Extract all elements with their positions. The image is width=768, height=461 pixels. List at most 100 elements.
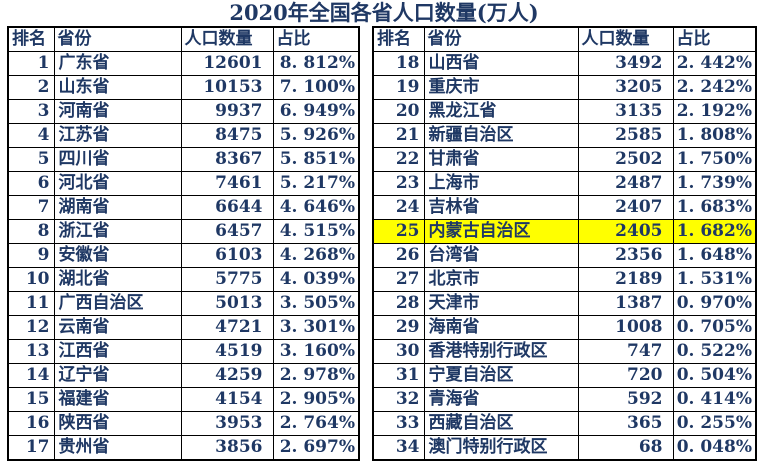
- rank-cell[interactable]: 7: [7, 195, 55, 220]
- rank-cell[interactable]: 29: [372, 315, 425, 340]
- percent-cell[interactable]: 4. 646%: [272, 195, 360, 220]
- percent-cell[interactable]: 1. 808%: [672, 123, 757, 148]
- population-cell[interactable]: 2356: [577, 243, 674, 268]
- province-cell[interactable]: 重庆市: [423, 75, 579, 100]
- percent-cell[interactable]: 1. 683%: [672, 195, 757, 220]
- percent-cell[interactable]: 1. 682%: [672, 219, 757, 244]
- province-cell[interactable]: 新疆自治区: [423, 123, 579, 148]
- population-cell[interactable]: 8367: [180, 147, 274, 172]
- province-cell[interactable]: 河南省: [53, 99, 182, 124]
- percent-cell[interactable]: 1. 531%: [672, 267, 757, 292]
- rank-cell[interactable]: 9: [7, 243, 55, 268]
- percent-cell[interactable]: 0. 255%: [672, 411, 757, 436]
- population-cell[interactable]: 6644: [180, 195, 274, 220]
- percent-cell[interactable]: 5. 217%: [272, 171, 360, 196]
- percent-cell[interactable]: 4. 039%: [272, 267, 360, 292]
- percent-cell[interactable]: 2. 697%: [272, 435, 360, 461]
- percent-cell[interactable]: 2. 442%: [672, 51, 757, 76]
- population-cell[interactable]: 5013: [180, 291, 274, 316]
- rank-cell[interactable]: 3: [7, 99, 55, 124]
- province-cell[interactable]: 河北省: [53, 171, 182, 196]
- rank-cell[interactable]: 22: [372, 147, 425, 172]
- population-cell[interactable]: 2585: [577, 123, 674, 148]
- population-cell[interactable]: 8475: [180, 123, 274, 148]
- population-cell[interactable]: 3953: [180, 411, 274, 436]
- rank-cell[interactable]: 13: [7, 339, 55, 364]
- column-header-population[interactable]: 人口数量: [577, 26, 674, 52]
- population-cell[interactable]: 2407: [577, 195, 674, 220]
- rank-cell[interactable]: 31: [372, 363, 425, 388]
- province-cell[interactable]: 内蒙古自治区: [423, 219, 579, 244]
- population-cell[interactable]: 3205: [577, 75, 674, 100]
- column-header-rank[interactable]: 排名: [372, 26, 425, 52]
- percent-cell[interactable]: 4. 268%: [272, 243, 360, 268]
- province-cell[interactable]: 北京市: [423, 267, 579, 292]
- column-header-rank[interactable]: 排名: [7, 26, 55, 52]
- percent-cell[interactable]: 0. 705%: [672, 315, 757, 340]
- province-cell[interactable]: 四川省: [53, 147, 182, 172]
- percent-cell[interactable]: 1. 739%: [672, 171, 757, 196]
- province-cell[interactable]: 贵州省: [53, 435, 182, 461]
- rank-cell[interactable]: 26: [372, 243, 425, 268]
- percent-cell[interactable]: 4. 515%: [272, 219, 360, 244]
- rank-cell[interactable]: 21: [372, 123, 425, 148]
- population-cell[interactable]: 2405: [577, 219, 674, 244]
- rank-cell[interactable]: 25: [372, 219, 425, 244]
- column-header-province[interactable]: 省份: [423, 26, 579, 52]
- population-cell[interactable]: 592: [577, 387, 674, 412]
- rank-cell[interactable]: 24: [372, 195, 425, 220]
- population-cell[interactable]: 68: [577, 435, 674, 461]
- province-cell[interactable]: 宁夏自治区: [423, 363, 579, 388]
- percent-cell[interactable]: 0. 970%: [672, 291, 757, 316]
- province-cell[interactable]: 台湾省: [423, 243, 579, 268]
- population-cell[interactable]: 1008: [577, 315, 674, 340]
- province-cell[interactable]: 黑龙江省: [423, 99, 579, 124]
- province-cell[interactable]: 广东省: [53, 51, 182, 76]
- population-cell[interactable]: 747: [577, 339, 674, 364]
- rank-cell[interactable]: 18: [372, 51, 425, 76]
- province-cell[interactable]: 陕西省: [53, 411, 182, 436]
- population-cell[interactable]: 4519: [180, 339, 274, 364]
- rank-cell[interactable]: 23: [372, 171, 425, 196]
- rank-cell[interactable]: 30: [372, 339, 425, 364]
- rank-cell[interactable]: 33: [372, 411, 425, 436]
- rank-cell[interactable]: 15: [7, 387, 55, 412]
- province-cell[interactable]: 云南省: [53, 315, 182, 340]
- province-cell[interactable]: 香港特别行政区: [423, 339, 579, 364]
- province-cell[interactable]: 上海市: [423, 171, 579, 196]
- province-cell[interactable]: 福建省: [53, 387, 182, 412]
- rank-cell[interactable]: 16: [7, 411, 55, 436]
- percent-cell[interactable]: 3. 301%: [272, 315, 360, 340]
- province-cell[interactable]: 山西省: [423, 51, 579, 76]
- rank-cell[interactable]: 17: [7, 435, 55, 461]
- population-cell[interactable]: 2502: [577, 147, 674, 172]
- rank-cell[interactable]: 2: [7, 75, 55, 100]
- rank-cell[interactable]: 27: [372, 267, 425, 292]
- rank-cell[interactable]: 5: [7, 147, 55, 172]
- rank-cell[interactable]: 28: [372, 291, 425, 316]
- province-cell[interactable]: 湖南省: [53, 195, 182, 220]
- percent-cell[interactable]: 0. 504%: [672, 363, 757, 388]
- province-cell[interactable]: 辽宁省: [53, 363, 182, 388]
- column-header-percent[interactable]: 占比: [272, 26, 360, 52]
- population-cell[interactable]: 4721: [180, 315, 274, 340]
- population-cell[interactable]: 5775: [180, 267, 274, 292]
- province-cell[interactable]: 青海省: [423, 387, 579, 412]
- population-cell[interactable]: 6457: [180, 219, 274, 244]
- population-cell[interactable]: 1387: [577, 291, 674, 316]
- rank-cell[interactable]: 4: [7, 123, 55, 148]
- percent-cell[interactable]: 5. 926%: [272, 123, 360, 148]
- column-header-percent[interactable]: 占比: [672, 26, 757, 52]
- rank-cell[interactable]: 10: [7, 267, 55, 292]
- population-cell[interactable]: 4259: [180, 363, 274, 388]
- rank-cell[interactable]: 14: [7, 363, 55, 388]
- province-cell[interactable]: 广西自治区: [53, 291, 182, 316]
- rank-cell[interactable]: 19: [372, 75, 425, 100]
- population-cell[interactable]: 7461: [180, 171, 274, 196]
- population-cell[interactable]: 3492: [577, 51, 674, 76]
- province-cell[interactable]: 天津市: [423, 291, 579, 316]
- rank-cell[interactable]: 12: [7, 315, 55, 340]
- percent-cell[interactable]: 2. 978%: [272, 363, 360, 388]
- province-cell[interactable]: 浙江省: [53, 219, 182, 244]
- percent-cell[interactable]: 0. 522%: [672, 339, 757, 364]
